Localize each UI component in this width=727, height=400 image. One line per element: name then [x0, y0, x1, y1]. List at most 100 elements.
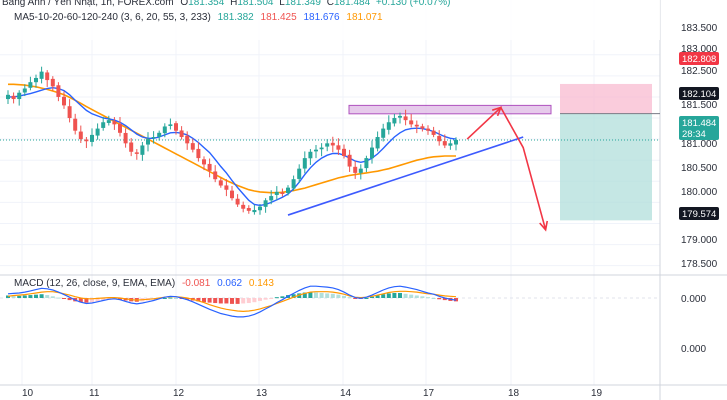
- candle: [157, 130, 162, 141]
- candle-body: [179, 130, 184, 138]
- candle: [162, 123, 167, 138]
- candle: [134, 149, 139, 160]
- candle-body: [314, 149, 318, 152]
- macd-histogram-bar: [375, 295, 380, 298]
- candle: [207, 158, 212, 178]
- candle-body: [202, 159, 206, 165]
- candle-body: [398, 115, 402, 118]
- candle: [50, 76, 55, 91]
- macd-histogram-bar: [280, 296, 285, 298]
- candle-body: [370, 147, 374, 159]
- ma-lines: [8, 83, 457, 207]
- price-tick: 182.500: [681, 66, 718, 77]
- macd-histogram-bar: [235, 298, 240, 304]
- projection-arrows[interactable]: [466, 106, 549, 232]
- candle: [224, 179, 229, 197]
- candle-body: [336, 145, 341, 150]
- candle: [129, 138, 134, 157]
- price-axis[interactable]: 183.500 183.000 182.500 181.500 181.000 …: [679, 23, 719, 355]
- candle-body: [426, 128, 430, 131]
- macd-histogram-bar: [414, 295, 419, 298]
- candle: [252, 204, 257, 215]
- candle-body: [280, 192, 285, 194]
- macd-histogram-bar: [162, 298, 167, 299]
- candle: [230, 186, 234, 201]
- candle-body: [224, 185, 229, 190]
- macd-histogram-bar: [353, 298, 358, 299]
- price-tick: 181.000: [681, 139, 718, 150]
- candle: [336, 138, 341, 155]
- time-tick: 13: [256, 388, 268, 399]
- macd-histogram-bar: [28, 295, 33, 298]
- candle: [95, 123, 100, 140]
- macd-histogram-bar: [252, 298, 257, 303]
- candle: [39, 66, 44, 84]
- candle: [308, 149, 313, 165]
- candle: [28, 76, 33, 91]
- position-zones: [0, 83, 660, 221]
- candle: [90, 128, 94, 147]
- take-profit-badge: [679, 207, 719, 220]
- stop-loss-price: 182.808: [682, 54, 716, 65]
- last-price-badge: [679, 116, 719, 140]
- candle-body: [101, 122, 106, 128]
- macd-histogram-bar: [398, 292, 402, 298]
- candles: [6, 66, 458, 215]
- resistance-box: [348, 104, 552, 115]
- candle: [258, 203, 262, 215]
- candle-body: [129, 142, 134, 152]
- macd-axis-tick: 0.000: [681, 294, 706, 305]
- candle-body: [258, 206, 262, 211]
- candle: [274, 186, 279, 201]
- trendline[interactable]: [287, 136, 524, 216]
- macd-histogram-bar: [95, 298, 100, 302]
- candle: [392, 113, 397, 127]
- candle: [84, 136, 89, 149]
- price-tick: 181.500: [681, 100, 718, 111]
- candle-body: [375, 137, 380, 149]
- candle: [291, 175, 296, 191]
- macd-signal-line: [7, 290, 457, 313]
- macd-histogram-bar: [386, 293, 391, 298]
- candle-body: [297, 168, 302, 179]
- candle-body: [286, 187, 290, 193]
- candle: [442, 134, 447, 149]
- candle: [302, 151, 307, 174]
- candle: [420, 123, 425, 132]
- candle-body: [302, 158, 307, 169]
- macd-histogram-bar: [302, 292, 307, 298]
- candle: [280, 188, 285, 197]
- macd-histogram-bar: [370, 296, 374, 298]
- macd-histogram-bar: [185, 298, 190, 300]
- resistance-zone[interactable]: [348, 104, 552, 115]
- candle-body: [454, 139, 458, 145]
- candle: [403, 109, 408, 126]
- macd-legend[interactable]: MACD (12, 26, close, 9, EMA, EMA) -0.081…: [14, 278, 274, 289]
- candle: [174, 121, 178, 135]
- candle: [454, 137, 458, 151]
- candle-body: [252, 209, 257, 213]
- macd-histogram-bar: [442, 298, 447, 301]
- price-tick: 183.000: [681, 44, 718, 55]
- candle-body: [39, 71, 44, 79]
- candle: [185, 131, 190, 150]
- stop-loss-badge: [679, 52, 719, 65]
- time-axis[interactable]: 10 11 12 13 14 17 18 19: [22, 388, 603, 399]
- entry-badge: [679, 87, 719, 100]
- candle: [168, 118, 173, 130]
- candle: [62, 91, 66, 109]
- macd-histogram-bar: [6, 295, 10, 298]
- candle-body: [269, 196, 274, 201]
- candle-body: [403, 116, 408, 121]
- macd-histogram-bar: [224, 298, 229, 304]
- candle-body: [409, 120, 414, 125]
- candle-body: [358, 168, 363, 173]
- ma-legend[interactable]: MA5-10-20-60-120-240 (3, 6, 20, 55, 3, 2…: [14, 12, 383, 23]
- macd-histogram-bar: [336, 294, 341, 298]
- stop-loss-zone: [560, 83, 652, 114]
- candle-body: [50, 78, 55, 87]
- time-tick: 12: [173, 388, 185, 399]
- candle: [6, 90, 10, 105]
- candle-body: [263, 200, 268, 207]
